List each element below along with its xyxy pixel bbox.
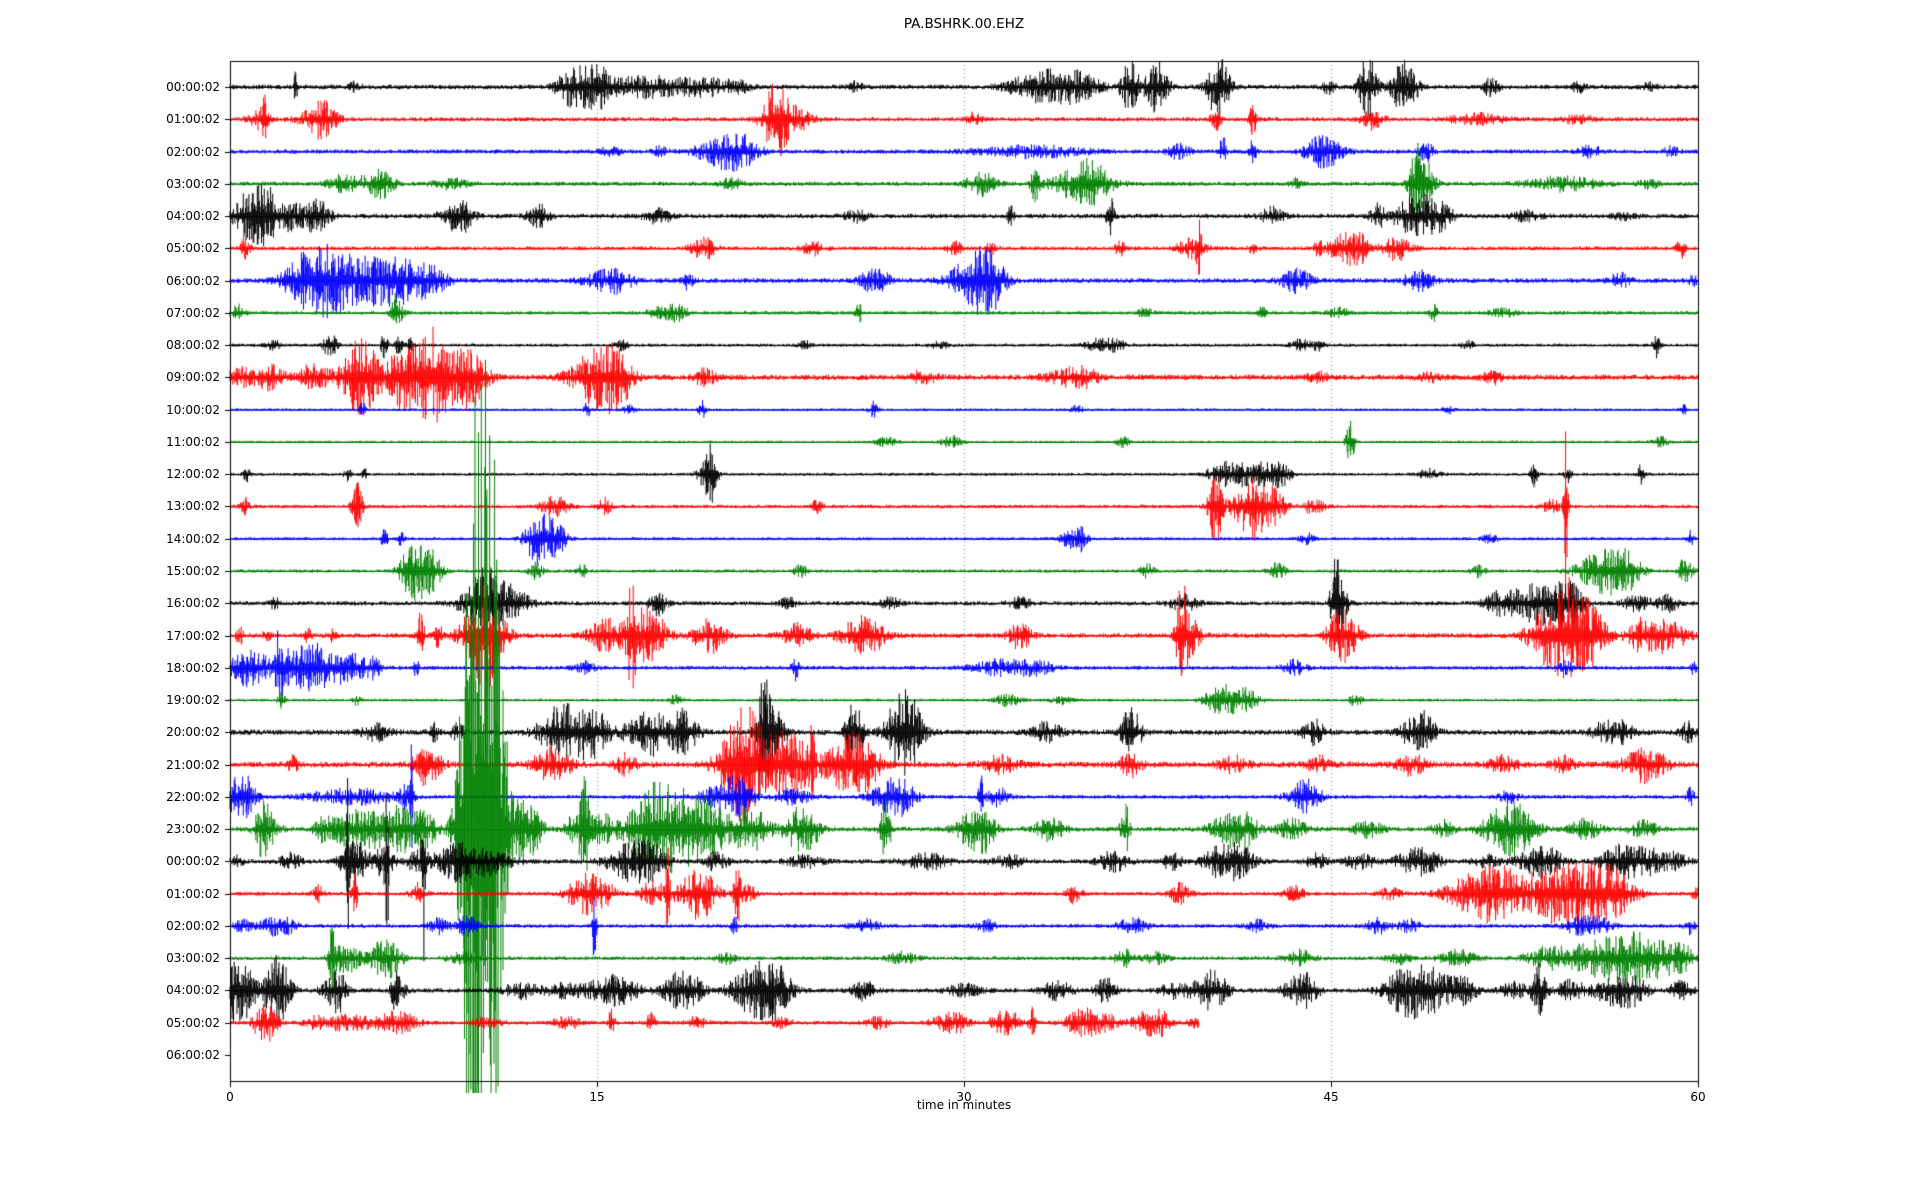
plot-title: PA.BSHRK.00.EHZ [903, 16, 1025, 32]
x-axis-label: time in minutes [916, 1098, 1012, 1112]
